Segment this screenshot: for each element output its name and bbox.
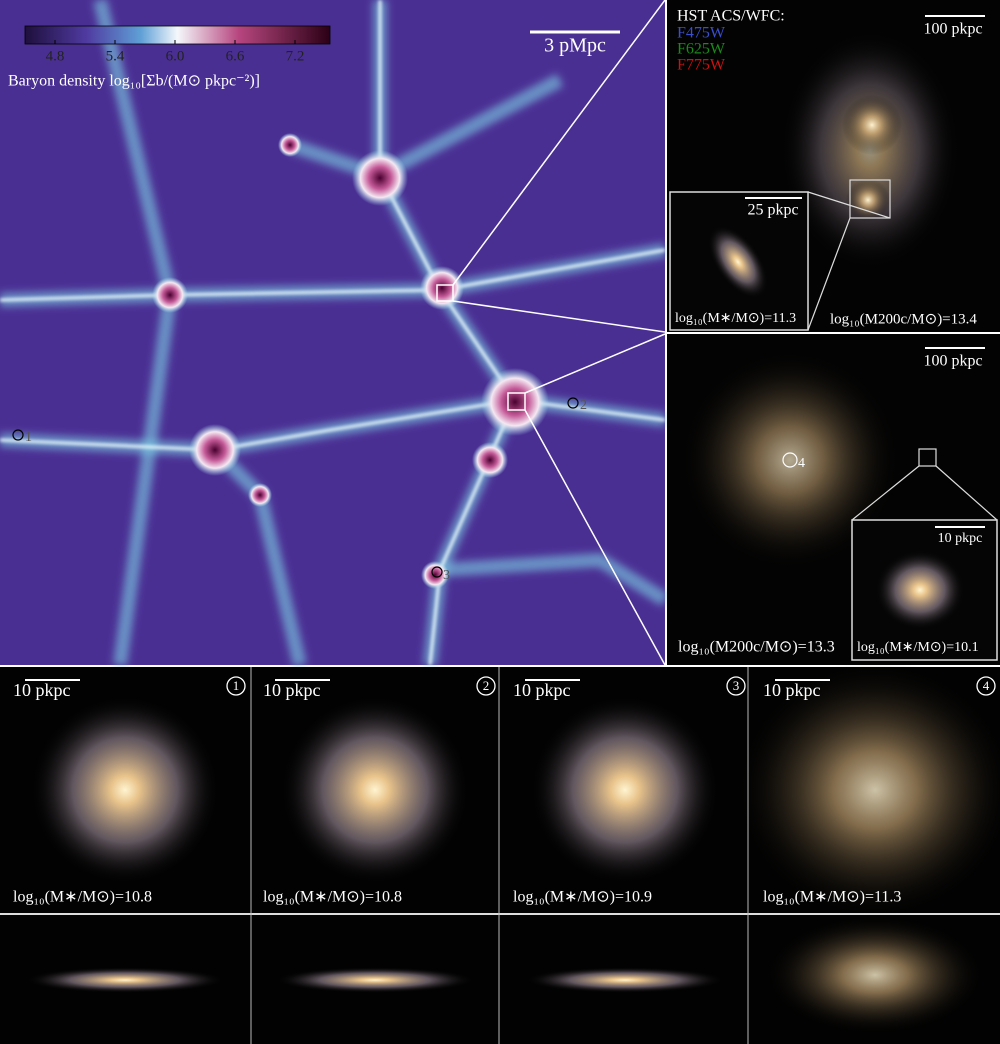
id-circle — [976, 676, 996, 696]
stellar-mass: log₁₀(M∗/M⊙)=10.1 — [857, 640, 979, 655]
galaxy-id: 1 — [233, 678, 240, 693]
galaxy-id: 3 — [733, 678, 740, 693]
scale-label: 10 pkpc — [513, 680, 571, 700]
scale-label: 10 pkpc — [263, 680, 321, 700]
marker: 2 — [580, 398, 587, 413]
colorbar-tick-label: 7.2 — [286, 48, 305, 64]
scale-label: 100 pkpc — [923, 353, 982, 370]
id-circle — [726, 676, 746, 696]
galaxy — [735, 660, 1000, 920]
stellar-mass: log₁₀(M∗/M⊙)=10.9 — [513, 889, 652, 906]
galaxy-id: 2 — [483, 678, 490, 693]
id-circle — [476, 676, 496, 696]
density-map — [0, 0, 669, 667]
halo-mass: log₁₀(M200c/M⊙)=13.3 — [678, 639, 835, 656]
marker: 4 — [798, 456, 805, 471]
galaxy-id: 4 — [983, 678, 990, 693]
marker: 1 — [25, 430, 32, 445]
scale-label: 10 pkpc — [763, 680, 821, 700]
zoom-lines — [436, 0, 666, 666]
colorbar-tick-label: 6.0 — [166, 48, 185, 64]
colorbar-tick-label: 5.4 — [106, 48, 125, 64]
galaxy — [280, 695, 470, 885]
galaxy — [530, 695, 720, 885]
filter: F625W — [677, 41, 726, 58]
galaxy-edge — [275, 967, 475, 993]
colorbar-label: Baryon density log₁₀[Σb/(M⊙ pkpc⁻²)] — [8, 73, 260, 90]
stellar-mass: log₁₀(M∗/M⊙)=11.3 — [675, 311, 796, 326]
galaxy — [30, 695, 220, 885]
stellar-mass: log₁₀(M∗/M⊙)=10.8 — [263, 889, 402, 906]
colorbar-tick-label: 6.6 — [226, 48, 245, 64]
scale-label: 10 pkpc — [938, 531, 983, 546]
scale-label: 100 pkpc — [923, 21, 982, 38]
filter: F775W — [677, 57, 726, 74]
stellar-mass: log₁₀(M∗/M⊙)=11.3 — [763, 889, 901, 906]
galaxy-edge — [765, 915, 985, 1035]
filter: F475W — [677, 25, 726, 42]
id-circle — [226, 676, 246, 696]
colorbar — [24, 25, 331, 45]
galaxy-edge — [525, 967, 725, 993]
scale-label: 10 pkpc — [13, 680, 71, 700]
scale-label: 25 pkpc — [747, 202, 798, 219]
galaxy-edge — [25, 967, 225, 993]
colorbar-tick-label: 4.8 — [46, 48, 65, 64]
halo-mass: log₁₀(M200c/M⊙)=13.4 — [830, 311, 977, 327]
filters-title: HST ACS/WFC: — [677, 8, 785, 25]
stellar-mass: log₁₀(M∗/M⊙)=10.8 — [13, 889, 152, 906]
marker: 3 — [443, 568, 450, 583]
scale-label: 3 pMpc — [544, 35, 606, 57]
